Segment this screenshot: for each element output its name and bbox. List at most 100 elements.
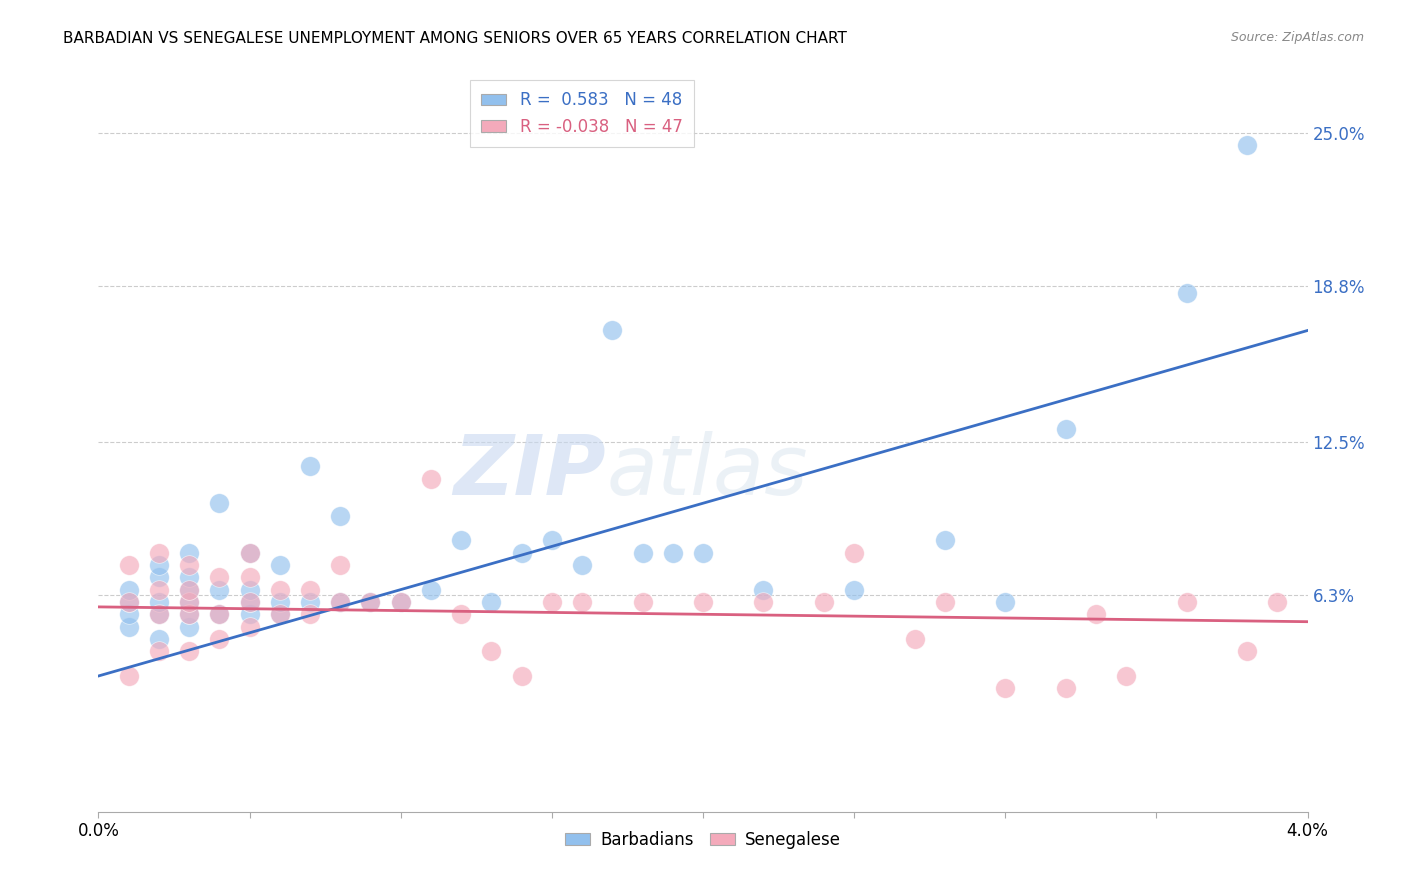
Point [299,582,322,597]
Point [661,546,683,560]
Point [571,595,593,609]
Point [269,595,291,609]
Point [1054,681,1077,696]
Point [631,546,654,560]
Point [329,508,352,523]
Point [994,595,1017,609]
Point [208,496,231,510]
Point [179,644,201,658]
Point [450,607,472,622]
Point [179,620,201,634]
Point [360,595,382,609]
Point [904,632,927,646]
Point [179,607,201,622]
Text: atlas: atlas [606,431,808,512]
Point [692,546,714,560]
Point [148,607,170,622]
Point [239,582,262,597]
Point [208,570,231,584]
Point [269,607,291,622]
Point [1175,286,1198,301]
Point [1115,669,1137,683]
Point [239,595,262,609]
Point [269,607,291,622]
Point [540,595,562,609]
Point [1085,607,1108,622]
Point [450,533,472,548]
Point [752,595,775,609]
Point [179,595,201,609]
Point [239,595,262,609]
Point [1236,644,1258,658]
Point [208,582,231,597]
Point [1267,595,1289,609]
Point [179,595,201,609]
Point [329,558,352,572]
Point [329,595,352,609]
Point [389,595,412,609]
Legend: Barbadians, Senegalese: Barbadians, Senegalese [558,824,848,855]
Point [148,570,170,584]
Point [179,582,201,597]
Point [208,607,231,622]
Text: BARBADIAN VS SENEGALESE UNEMPLOYMENT AMONG SENIORS OVER 65 YEARS CORRELATION CHA: BARBADIAN VS SENEGALESE UNEMPLOYMENT AMO… [63,31,848,46]
Point [148,644,170,658]
Point [118,595,141,609]
Point [148,558,170,572]
Text: ZIP: ZIP [454,431,606,512]
Point [208,607,231,622]
Point [179,546,201,560]
Point [481,595,503,609]
Point [329,595,352,609]
Point [752,582,775,597]
Point [510,669,533,683]
Point [510,546,533,560]
Point [1236,138,1258,153]
Point [239,570,262,584]
Point [118,607,141,622]
Point [420,582,443,597]
Point [148,582,170,597]
Point [239,620,262,634]
Point [844,546,866,560]
Point [269,558,291,572]
Point [179,607,201,622]
Point [299,595,322,609]
Point [934,533,956,548]
Point [148,595,170,609]
Point [631,595,654,609]
Point [239,546,262,560]
Point [934,595,956,609]
Point [994,681,1017,696]
Point [118,582,141,597]
Point [389,595,412,609]
Point [118,669,141,683]
Point [360,595,382,609]
Point [148,607,170,622]
Point [118,558,141,572]
Point [844,582,866,597]
Point [602,324,624,338]
Point [1175,595,1198,609]
Point [1054,422,1077,436]
Point [118,595,141,609]
Point [239,546,262,560]
Point [540,533,562,548]
Point [148,632,170,646]
Point [239,607,262,622]
Point [692,595,714,609]
Point [118,620,141,634]
Point [299,607,322,622]
Point [148,546,170,560]
Point [481,644,503,658]
Point [179,570,201,584]
Point [208,632,231,646]
Point [179,582,201,597]
Point [420,472,443,486]
Point [571,558,593,572]
Point [813,595,835,609]
Point [269,582,291,597]
Text: Source: ZipAtlas.com: Source: ZipAtlas.com [1230,31,1364,45]
Point [179,558,201,572]
Point [299,459,322,474]
